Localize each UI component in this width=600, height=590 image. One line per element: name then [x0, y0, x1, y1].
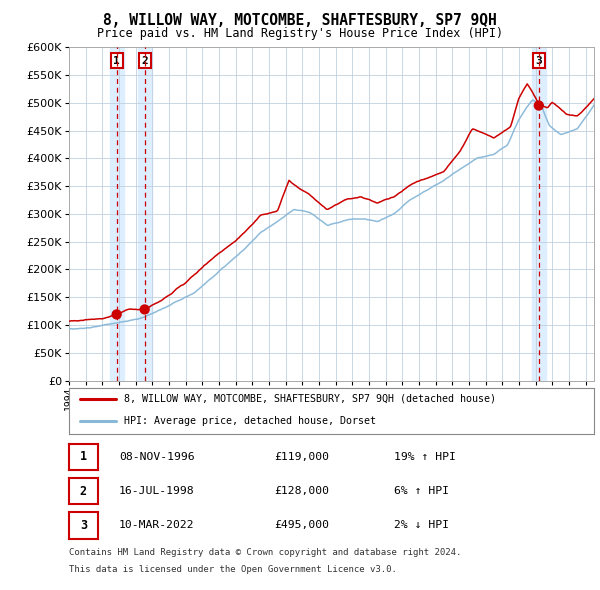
Text: £119,000: £119,000 [274, 452, 329, 462]
Text: 1: 1 [113, 55, 120, 65]
Text: £128,000: £128,000 [274, 486, 329, 496]
Text: HPI: Average price, detached house, Dorset: HPI: Average price, detached house, Dors… [124, 416, 376, 426]
Text: 2% ↓ HPI: 2% ↓ HPI [395, 520, 449, 530]
Point [112, 310, 121, 319]
Bar [137, 47, 152, 381]
Bar [110, 47, 124, 381]
Point [140, 304, 149, 314]
Text: 8, WILLOW WAY, MOTCOMBE, SHAFTESBURY, SP7 9QH: 8, WILLOW WAY, MOTCOMBE, SHAFTESBURY, SP… [103, 13, 497, 28]
Text: £495,000: £495,000 [274, 520, 329, 530]
Text: 08-NOV-1996: 08-NOV-1996 [119, 452, 194, 462]
Bar [532, 47, 546, 381]
Text: Price paid vs. HM Land Registry's House Price Index (HPI): Price paid vs. HM Land Registry's House … [97, 27, 503, 40]
Text: This data is licensed under the Open Government Licence v3.0.: This data is licensed under the Open Gov… [69, 565, 397, 573]
Text: 10-MAR-2022: 10-MAR-2022 [119, 520, 194, 530]
Text: 8, WILLOW WAY, MOTCOMBE, SHAFTESBURY, SP7 9QH (detached house): 8, WILLOW WAY, MOTCOMBE, SHAFTESBURY, SP… [124, 394, 496, 404]
Text: 3: 3 [535, 55, 542, 65]
Text: 16-JUL-1998: 16-JUL-1998 [119, 486, 194, 496]
Text: 6% ↑ HPI: 6% ↑ HPI [395, 486, 449, 496]
Text: 19% ↑ HPI: 19% ↑ HPI [395, 452, 457, 462]
Text: Contains HM Land Registry data © Crown copyright and database right 2024.: Contains HM Land Registry data © Crown c… [69, 548, 461, 557]
Text: 2: 2 [141, 55, 148, 65]
Bar [69, 47, 70, 381]
Point [534, 101, 544, 110]
